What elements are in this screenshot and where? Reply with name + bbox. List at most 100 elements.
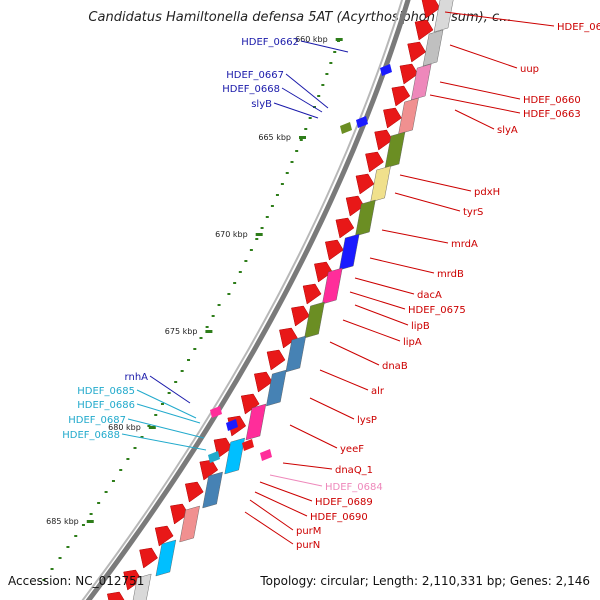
leader-line [354,304,409,326]
gene-arrow-reverse [260,449,272,461]
scale-ticks: 660 kbp 665 kbp 670 kbp 675 kbp 680 kbp 685 k… [42,35,343,581]
leader-line [342,319,401,342]
gene-label: dnaQ_1 [335,465,373,476]
gene-label: dacA [417,290,442,301]
gene-arrow-forward [154,525,174,547]
scale-dot [290,161,294,163]
leader-line [281,87,323,113]
scale-dot [244,260,248,262]
scale-tick-label: 660 kbp [295,35,328,44]
gene-block [355,199,376,237]
leader-line [136,403,201,424]
gene-arrow-forward [335,217,355,239]
scale-tick-label: 665 kbp [258,133,291,142]
gene-label: mrdA [451,239,478,250]
scale-dot [227,293,231,295]
scale-dot [285,172,289,174]
scale-dot [265,216,269,218]
scale-tick [298,136,306,139]
scale-dot [193,348,197,350]
leader-line [254,491,308,517]
leader-line [349,291,406,310]
scale-dot [174,381,178,383]
genome-backbone [81,0,411,600]
gene-block [179,505,200,543]
gene-label: HDEF_0662 [241,37,299,48]
leader-line [136,389,197,419]
scale-dot [211,315,215,317]
gene-label: HDEF_0688 [62,430,120,441]
scale-dot [217,304,221,306]
scale-tick [205,330,213,333]
scale-dot [97,502,101,504]
label-leaders [121,11,555,545]
leader-line [429,94,521,114]
gene-label: uup [520,64,539,75]
leader-line [354,277,415,295]
gene-block [132,573,152,600]
leader-line [121,433,207,451]
gene-block [384,131,406,169]
gene-arrow-forward [184,481,204,503]
scale-dot [42,579,46,581]
gene-block [224,437,245,475]
gene-labels: HDEF_0657uup HDEF_0660 HDEF_0663 slyA pdxH ty… [62,22,600,551]
scale-dot [187,359,191,361]
scale-dot [308,117,312,119]
scale-dot [104,491,108,493]
accession-text: Accession: NC_012751 [8,574,145,588]
gene-label: HDEF_0687 [68,415,126,426]
scale-dot [304,128,308,130]
gene-arrow-forward [414,19,434,41]
leader-line [399,174,472,192]
gene-label: HDEF_0668 [222,84,280,95]
scale-dot [205,326,209,328]
scale-dot [133,447,137,449]
backbone-line-outer [85,0,411,600]
leader-line [449,44,518,69]
scale-dot [58,557,62,559]
gene-label: mrdB [437,269,464,280]
topology-text: Topology: circular; Length: 2,110,331 bp… [260,574,590,588]
scale-dot [333,51,337,53]
gene-arrow-forward [291,305,310,327]
gene-block [304,301,325,339]
scale-tick [335,38,343,41]
gene-arrow-reverse [226,419,238,431]
scale-dot [111,480,115,482]
gene-label: HDEF_0684 [325,482,383,493]
scale-dot [255,238,259,240]
scale-dot [233,282,237,284]
scale-dot [126,458,130,460]
leader-line [439,81,521,100]
scale-tick [255,233,263,236]
gene-arrow-forward [407,41,426,63]
scale-dot [74,535,78,537]
leader-line [149,375,191,404]
gene-label: lysP [357,415,377,426]
gene-arrow-forward [199,459,219,481]
gene-label: HDEF_0667 [226,70,284,81]
scale-dot [167,392,171,394]
gene-block [285,335,307,373]
gene-label: HDEF_0690 [310,512,368,523]
scale-dot [280,183,284,185]
scale-tick-label: 670 kbp [215,230,248,239]
scale-dot [238,271,242,273]
leader-line [309,397,355,420]
scale-dot [321,84,325,86]
gene-arrow-reverse [210,406,222,418]
scale-dot [81,524,85,526]
gene-label: HDEF_0689 [315,497,373,508]
gene-label: tyrS [463,207,483,218]
scale-tick-label: 680 kbp [108,423,141,432]
gene-block [433,0,454,33]
gene-features [107,0,454,600]
gene-label: lipB [411,321,430,332]
gene-label: HDEF_0657 [557,22,600,33]
gene-label: dnaB [382,361,408,372]
gene-label: rnhA [125,372,149,383]
scale-dot [275,194,279,196]
scale-tick-label: 675 kbp [165,327,198,336]
leader-line [282,462,333,470]
